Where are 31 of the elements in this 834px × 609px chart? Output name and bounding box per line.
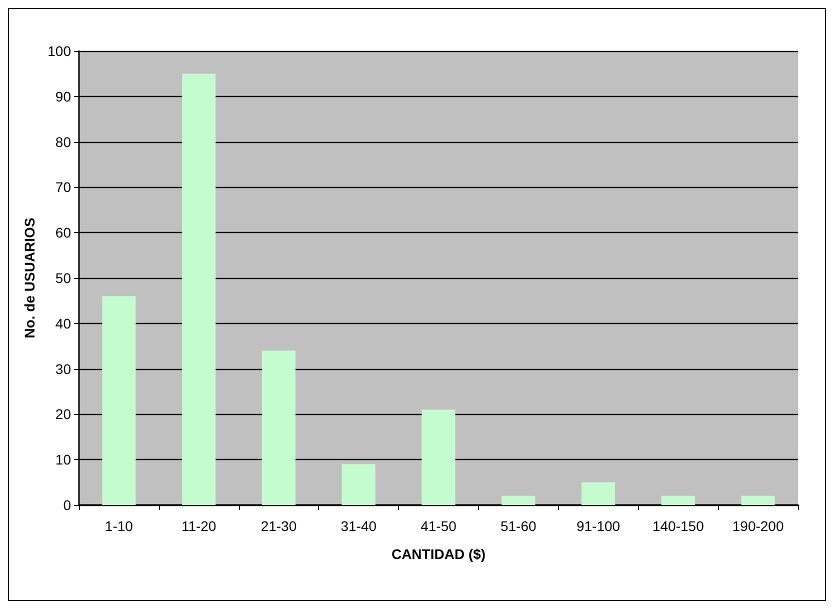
bar xyxy=(262,350,296,505)
bar xyxy=(582,482,616,505)
y-tick-label: 60 xyxy=(55,224,72,241)
x-tick-label: 21-30 xyxy=(260,518,297,534)
bar xyxy=(741,496,775,505)
y-tick-label: 10 xyxy=(55,452,72,468)
y-tick-label: 70 xyxy=(55,179,72,196)
y-tick-label: 20 xyxy=(55,406,72,422)
bar xyxy=(502,496,536,505)
x-tick-label: 190-200 xyxy=(732,518,784,534)
bar xyxy=(661,496,695,505)
y-tick-label: 30 xyxy=(55,360,72,377)
x-tick-label: 51-60 xyxy=(500,518,537,534)
bar xyxy=(102,296,136,505)
x-tick-label: 41-50 xyxy=(420,518,457,534)
x-tick-label: 140-150 xyxy=(652,518,704,534)
y-axis-title: No. de USUARIOS xyxy=(22,218,38,338)
bar xyxy=(182,74,216,505)
bar xyxy=(422,410,456,505)
x-tick-label: 31-40 xyxy=(340,518,377,534)
bar xyxy=(342,464,376,505)
y-tick-label: 0 xyxy=(63,497,72,513)
x-tick-label: 11-20 xyxy=(181,518,216,534)
y-tick-label: 50 xyxy=(55,270,72,286)
x-tick-label: 1-10 xyxy=(104,518,134,534)
y-tick-label: 80 xyxy=(55,134,72,150)
y-tick-label: 100 xyxy=(48,43,72,59)
y-tick-label: 40 xyxy=(55,315,72,332)
x-tick-label: 91-100 xyxy=(576,518,620,534)
x-axis-title: CANTIDAD ($) xyxy=(391,546,486,562)
y-tick-label: 90 xyxy=(55,88,72,104)
